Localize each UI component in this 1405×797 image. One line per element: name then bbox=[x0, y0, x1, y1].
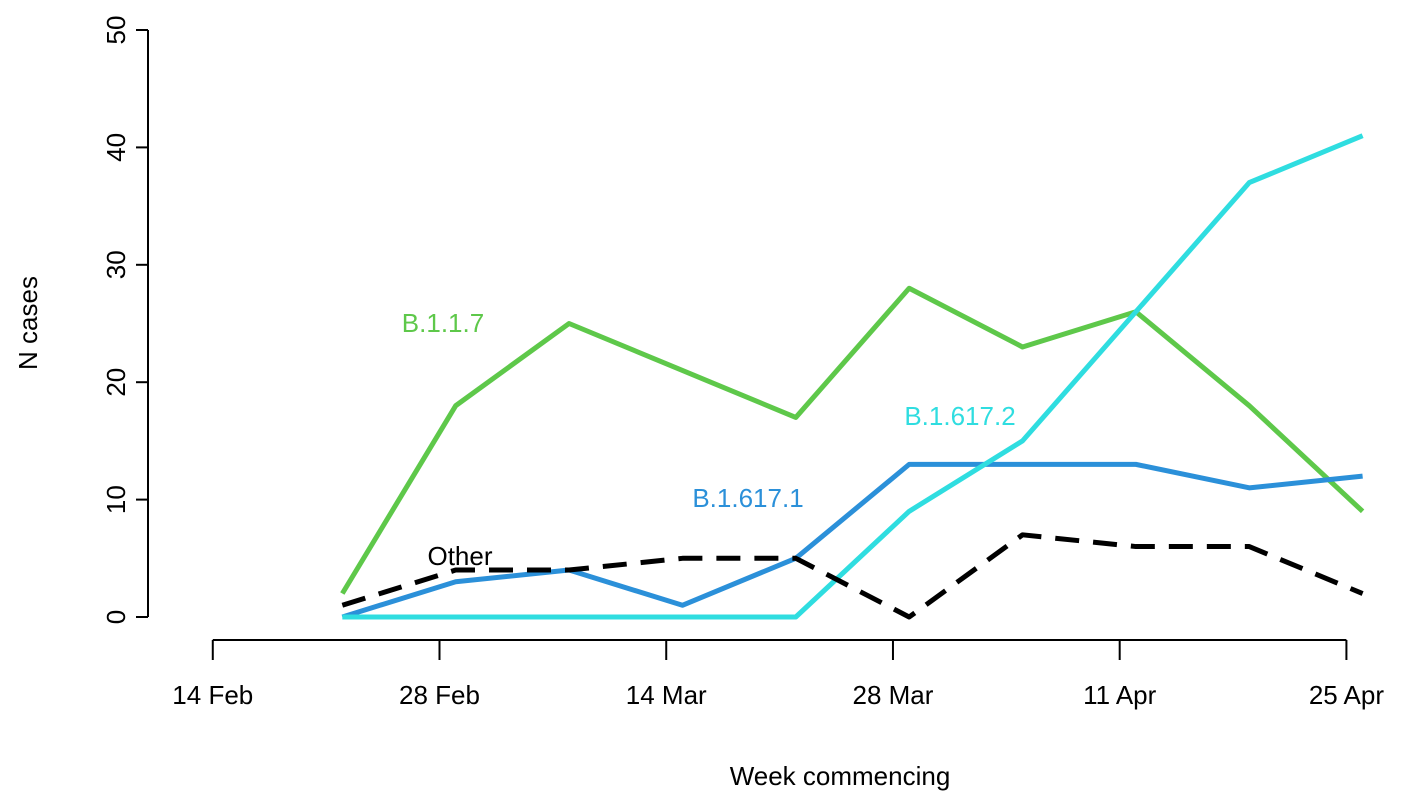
x-tick-label: 14 Mar bbox=[626, 680, 707, 710]
x-tick-label: 28 Mar bbox=[853, 680, 934, 710]
series-line bbox=[341, 532, 1364, 620]
y-tick-label: 0 bbox=[101, 610, 131, 624]
y-tick-label: 20 bbox=[101, 368, 131, 397]
series-line bbox=[340, 285, 1365, 595]
series-line bbox=[341, 461, 1363, 620]
y-tick-label: 10 bbox=[101, 485, 131, 514]
x-tick-label: 28 Feb bbox=[399, 680, 480, 710]
x-tick-label: 25 Apr bbox=[1309, 680, 1385, 710]
x-axis-label: Week commencing bbox=[730, 761, 951, 791]
x-tick-label: 11 Apr bbox=[1083, 680, 1157, 710]
y-tick-label: 50 bbox=[101, 16, 131, 45]
series-label: B.1.617.1 bbox=[692, 483, 803, 513]
series-label: Other bbox=[427, 541, 492, 571]
y-axis-label: N cases bbox=[13, 276, 43, 370]
x-tick-label: 14 Feb bbox=[172, 680, 253, 710]
series-label: B.1.1.7 bbox=[402, 308, 484, 338]
series-label: B.1.617.2 bbox=[904, 401, 1015, 431]
series-line bbox=[342, 133, 1364, 620]
y-tick-label: 30 bbox=[101, 250, 131, 279]
y-tick-label: 40 bbox=[101, 133, 131, 162]
